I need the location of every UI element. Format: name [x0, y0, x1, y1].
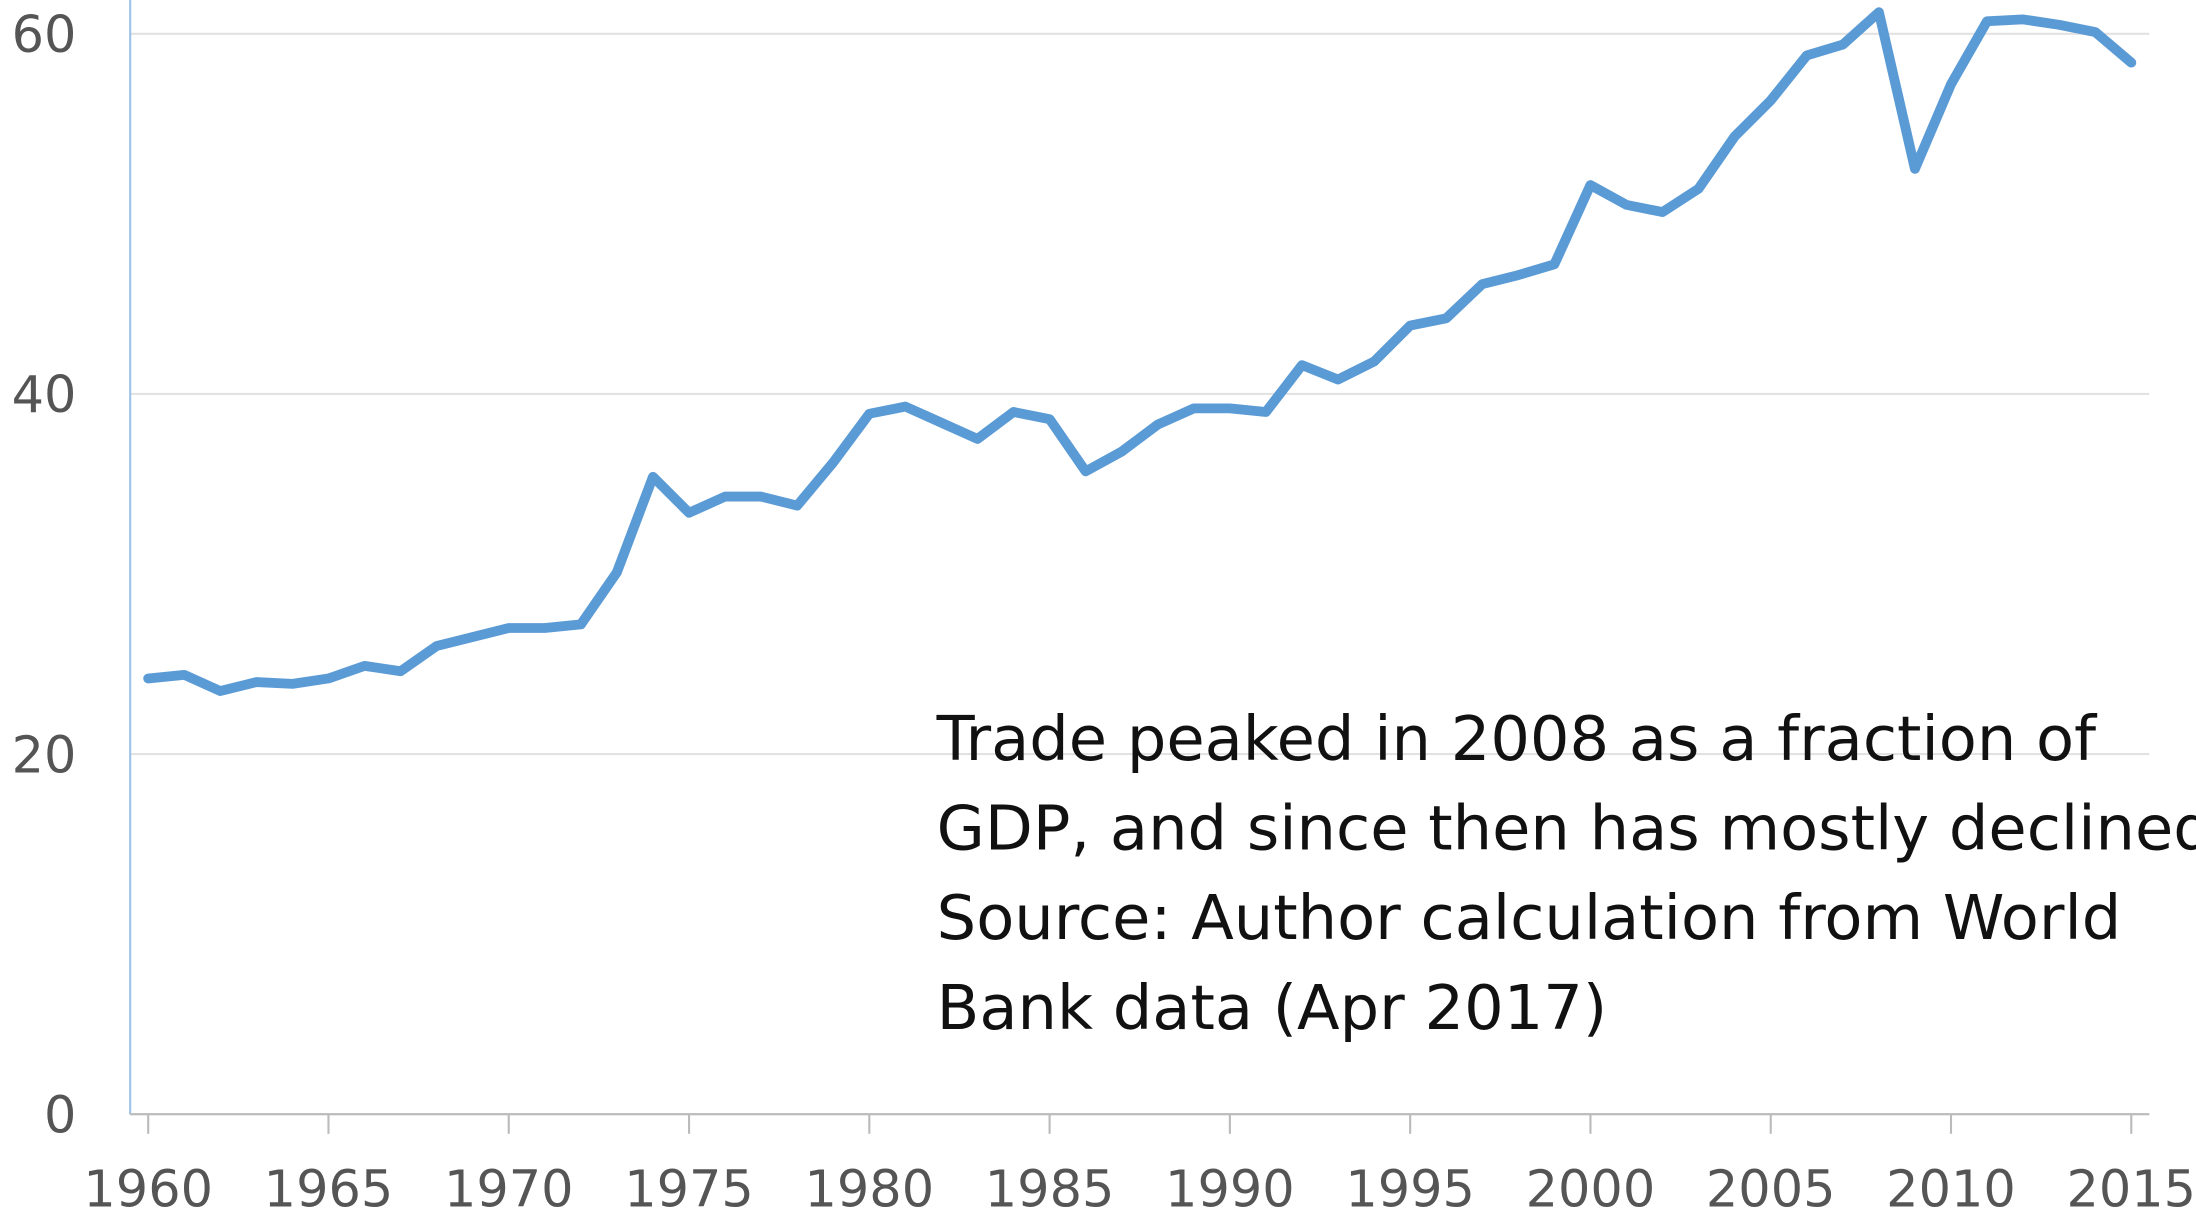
y-tick-label: 20 — [12, 726, 77, 785]
trade-line — [143, 7, 2137, 696]
annotation-line: Trade peaked in 2008 as a fraction of — [936, 703, 2098, 775]
x-tick-label: 1960 — [83, 1160, 213, 1215]
x-tick-label: 1985 — [985, 1160, 1115, 1215]
y-tick-label: 40 — [12, 365, 77, 424]
x-tick-label: 1995 — [1345, 1160, 1475, 1215]
annotation-line: Bank data (Apr 2017) — [937, 972, 1608, 1044]
x-tick-label: 1965 — [264, 1160, 394, 1215]
x-tick-label: 2000 — [1526, 1160, 1656, 1215]
x-tick-label: 2005 — [1706, 1160, 1836, 1215]
annotation-line: Source: Author calculation from World — [937, 883, 2122, 955]
x-tick-label: 2010 — [1886, 1160, 2016, 1215]
x-tick-label: 1970 — [444, 1160, 574, 1215]
x-tick-label: 1980 — [805, 1160, 935, 1215]
annotation-line: GDP, and since then has mostly declined. — [937, 793, 2196, 865]
x-tick-label: 1990 — [1165, 1160, 1295, 1215]
x-tick-label: 2015 — [2066, 1160, 2196, 1215]
y-tick-label: 0 — [44, 1086, 76, 1145]
x-tick-label: 1975 — [624, 1160, 754, 1215]
y-tick-label: 60 — [12, 5, 77, 64]
